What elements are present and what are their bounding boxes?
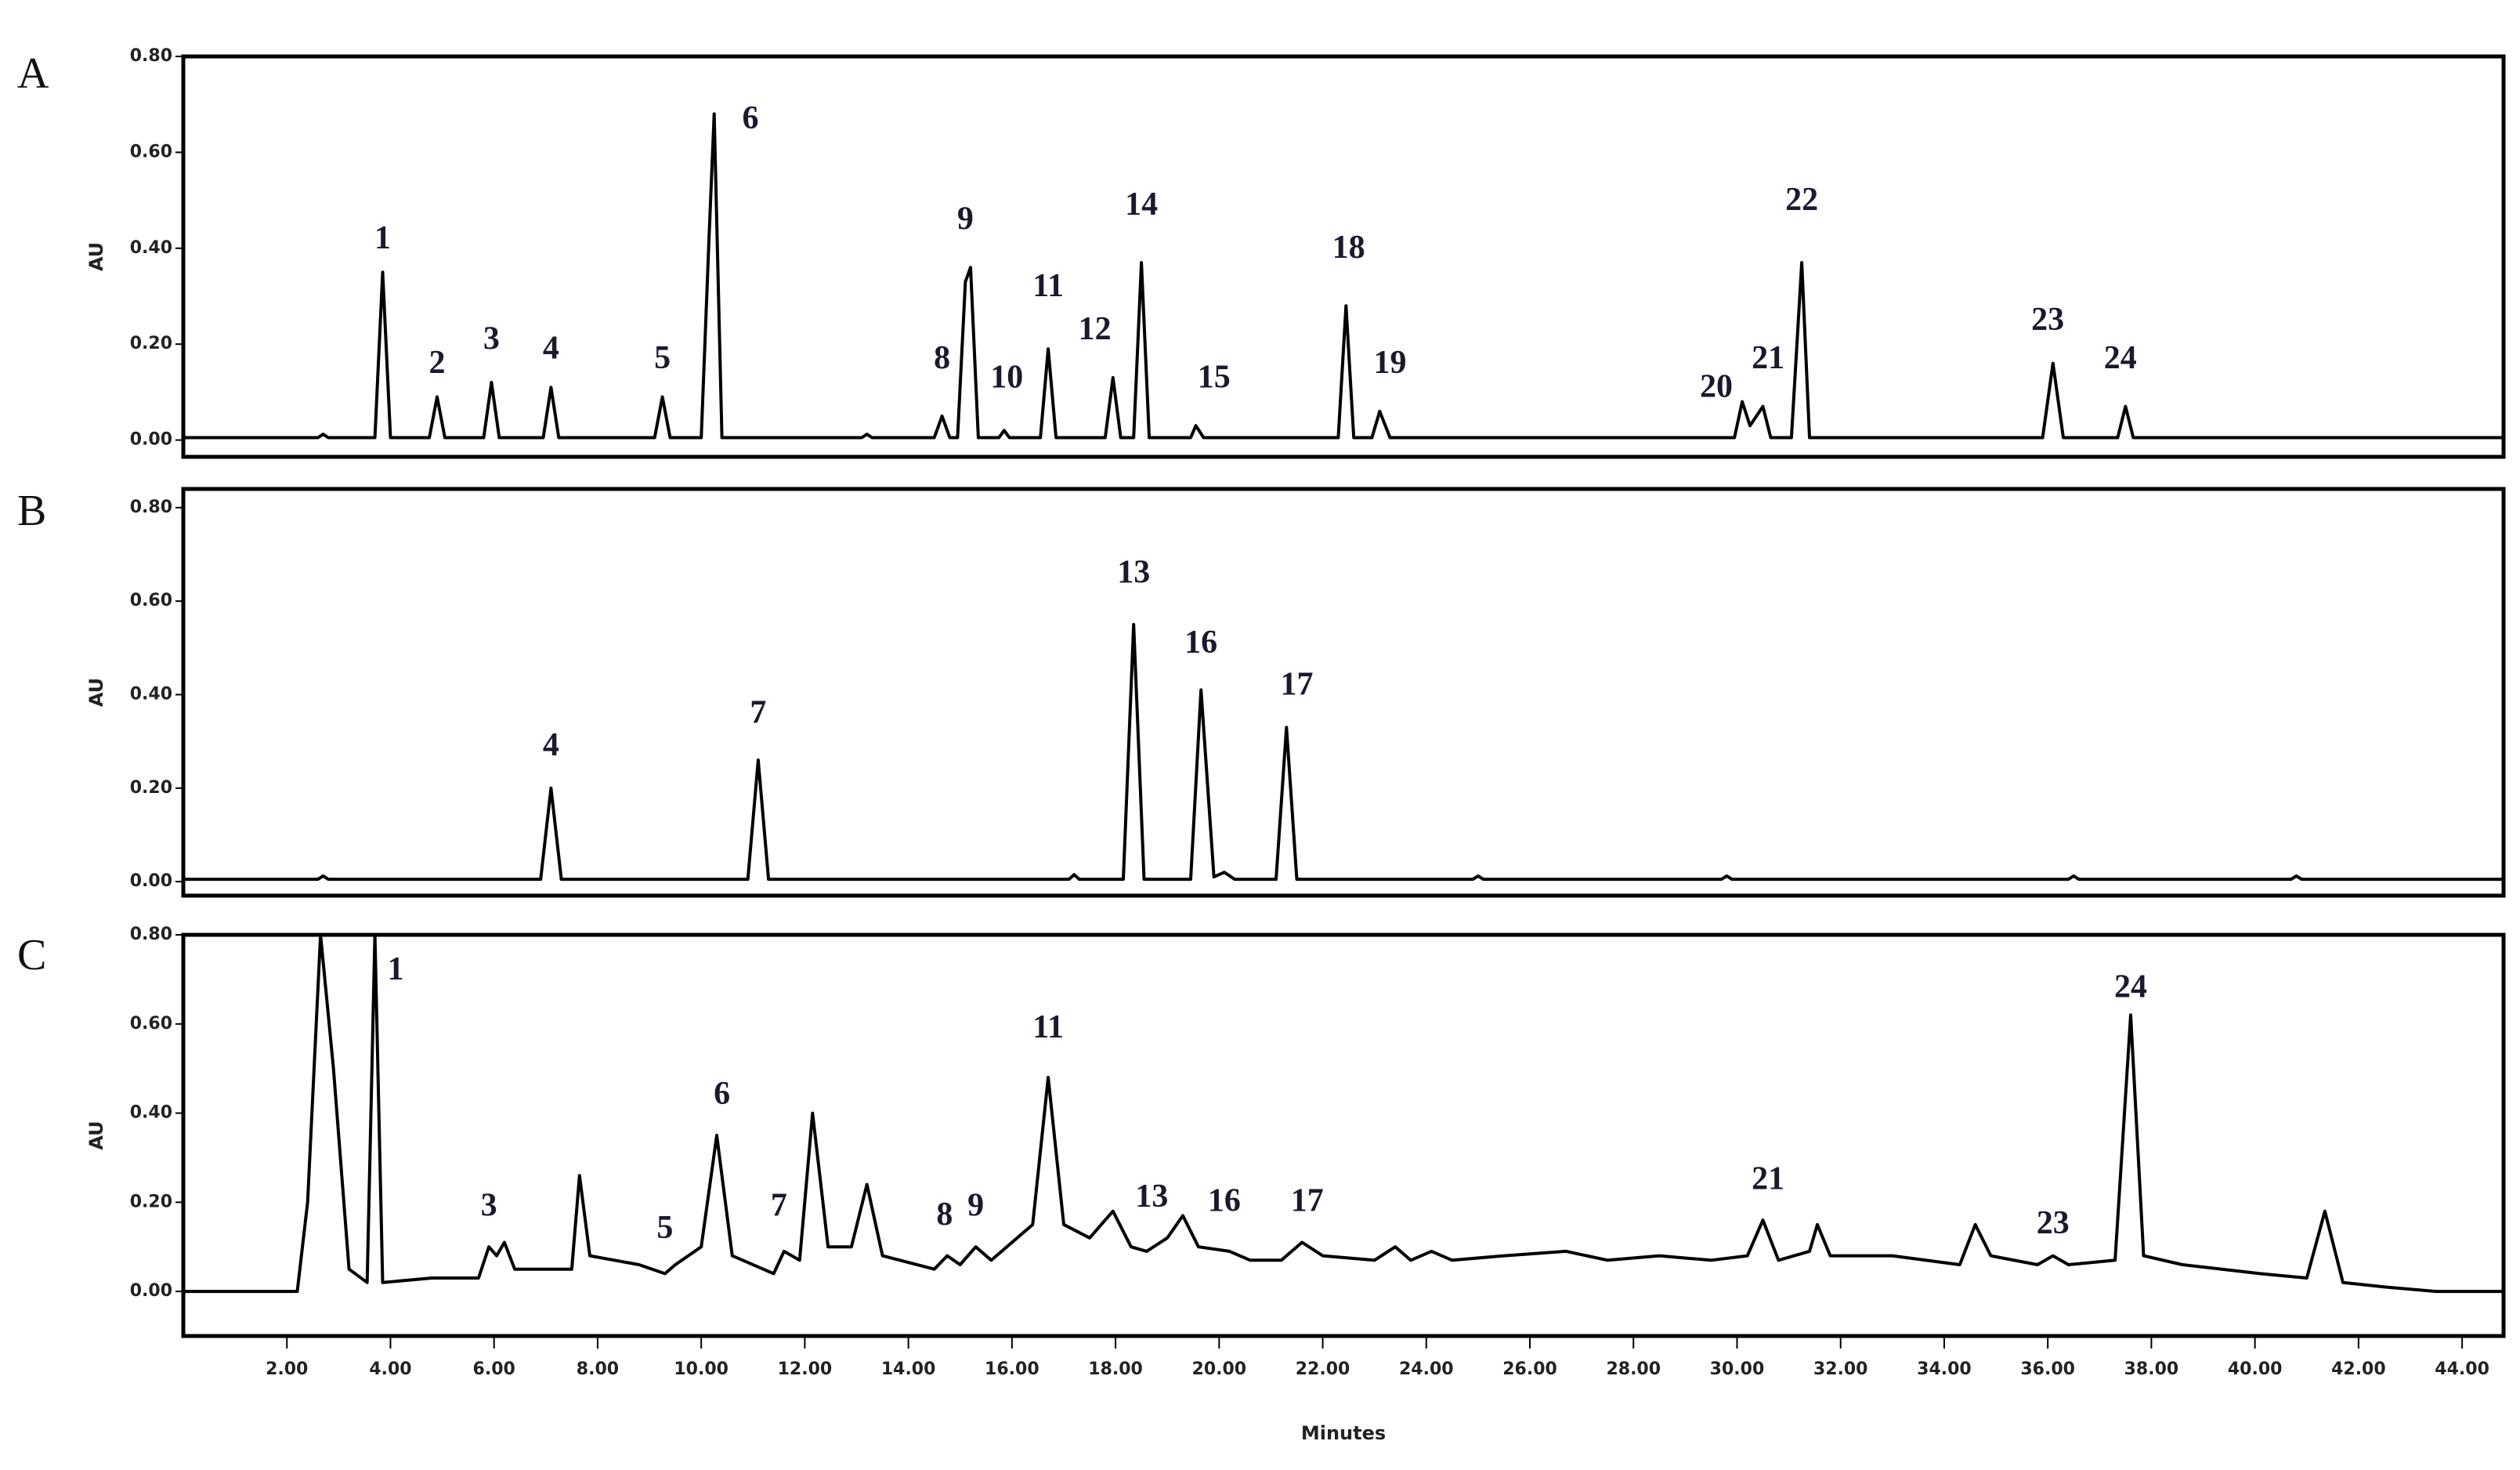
x-tick-label: 22.00 bbox=[1296, 1360, 1350, 1379]
x-tick-label: 10.00 bbox=[674, 1360, 729, 1379]
peak-label: 8 bbox=[936, 1197, 953, 1233]
x-tick-label: 44.00 bbox=[2435, 1360, 2489, 1379]
peak-label: 20 bbox=[1700, 369, 1733, 405]
y-tick-label: 0.00 bbox=[130, 430, 172, 450]
peak-label: 22 bbox=[1785, 182, 1818, 218]
x-tick-label: 40.00 bbox=[2228, 1360, 2283, 1379]
peak-label: 9 bbox=[957, 201, 974, 237]
x-tick-label: 20.00 bbox=[1192, 1360, 1247, 1379]
peak-label: 7 bbox=[771, 1187, 787, 1223]
y-tick-label: 0.80 bbox=[130, 498, 172, 517]
x-tick-label: 30.00 bbox=[1710, 1360, 1765, 1379]
y-tick-label: 0.80 bbox=[130, 925, 172, 944]
x-tick-label: 16.00 bbox=[985, 1360, 1039, 1379]
peak-label: 16 bbox=[1184, 625, 1217, 661]
peak-label: 21 bbox=[1752, 1160, 1784, 1197]
x-tick-label: 38.00 bbox=[2124, 1360, 2179, 1379]
x-axis-label: Minutes bbox=[1301, 1422, 1386, 1444]
peak-label: 2 bbox=[428, 345, 445, 381]
peak-label: 16 bbox=[1208, 1183, 1241, 1219]
plot-frame bbox=[181, 487, 2506, 898]
peak-label: 8 bbox=[934, 340, 950, 376]
peak-label: 24 bbox=[2104, 340, 2137, 376]
chromatogram-trace bbox=[183, 623, 2504, 882]
x-tick-label: 24.00 bbox=[1399, 1360, 1454, 1379]
peak-label: 4 bbox=[543, 331, 559, 367]
peak-label: 4 bbox=[543, 727, 559, 763]
peak-label: 5 bbox=[656, 1210, 673, 1246]
panel-label: B bbox=[17, 487, 46, 535]
peak-label: 21 bbox=[1752, 340, 1784, 376]
peak-label: 1 bbox=[388, 951, 404, 987]
peak-label: 6 bbox=[714, 1076, 730, 1112]
peak-label: 6 bbox=[742, 100, 758, 136]
x-tick-label: 2.00 bbox=[266, 1360, 308, 1379]
chromatogram-trace bbox=[183, 112, 2504, 440]
x-tick-label: 34.00 bbox=[1917, 1360, 1972, 1379]
y-tick-label: 0.60 bbox=[130, 1014, 172, 1034]
plot-frame bbox=[181, 54, 2506, 459]
x-tick-label: 4.00 bbox=[369, 1360, 411, 1379]
peak-label: 13 bbox=[1135, 1179, 1168, 1215]
peak-label: 5 bbox=[654, 340, 671, 376]
plot-frame bbox=[181, 932, 2506, 1338]
y-tick-label: 0.60 bbox=[130, 591, 172, 610]
peak-label: 1 bbox=[374, 220, 391, 256]
x-tick-label: 26.00 bbox=[1502, 1360, 1557, 1379]
y-tick-label: 0.40 bbox=[130, 684, 172, 704]
peak-label: 17 bbox=[1291, 1183, 1324, 1219]
peak-label: 11 bbox=[1032, 1009, 1064, 1045]
peak-label: 18 bbox=[1332, 230, 1365, 266]
peak-label: 11 bbox=[1032, 268, 1064, 304]
panel-label: C bbox=[17, 931, 46, 979]
y-axis-label: AU bbox=[85, 678, 107, 707]
peak-label: 12 bbox=[1079, 311, 1112, 347]
x-tick-label: 14.00 bbox=[881, 1360, 936, 1379]
panel-label: A bbox=[17, 49, 49, 98]
peak-label: 15 bbox=[1198, 359, 1231, 395]
peak-label: 13 bbox=[1117, 554, 1150, 590]
x-tick-label: 6.00 bbox=[473, 1360, 515, 1379]
x-tick-label: 12.00 bbox=[778, 1360, 833, 1379]
peak-label: 3 bbox=[483, 320, 500, 357]
y-tick-label: 0.40 bbox=[130, 1103, 172, 1123]
peak-label: 10 bbox=[990, 359, 1023, 395]
peak-label: 23 bbox=[2037, 1205, 2070, 1241]
x-tick-label: 42.00 bbox=[2331, 1360, 2386, 1379]
y-tick-label: 0.20 bbox=[130, 1192, 172, 1211]
y-tick-label: 0.40 bbox=[130, 238, 172, 258]
x-tick-label: 8.00 bbox=[577, 1360, 619, 1379]
peak-label: 17 bbox=[1280, 666, 1313, 702]
x-tick-label: 36.00 bbox=[2020, 1360, 2075, 1379]
y-tick-label: 0.20 bbox=[130, 334, 172, 353]
x-tick-label: 18.00 bbox=[1088, 1360, 1143, 1379]
x-tick-label: 32.00 bbox=[1813, 1360, 1868, 1379]
peak-label: 14 bbox=[1125, 186, 1158, 223]
y-tick-label: 0.60 bbox=[130, 142, 172, 161]
y-tick-label: 0.20 bbox=[130, 778, 172, 798]
y-tick-label: 0.00 bbox=[130, 1281, 172, 1301]
peak-label: 3 bbox=[481, 1187, 497, 1223]
chromatogram-trace bbox=[183, 935, 2504, 1294]
y-axis-label: AU bbox=[85, 242, 107, 271]
peak-label: 24 bbox=[2114, 969, 2147, 1005]
y-tick-label: 0.80 bbox=[130, 46, 172, 66]
peak-label: 7 bbox=[750, 694, 766, 730]
x-tick-label: 28.00 bbox=[1606, 1360, 1661, 1379]
peak-label: 19 bbox=[1374, 345, 1407, 381]
y-axis-label: AU bbox=[85, 1121, 107, 1150]
y-tick-label: 0.00 bbox=[130, 871, 172, 891]
peak-label: 23 bbox=[2031, 302, 2064, 338]
peak-label: 9 bbox=[967, 1187, 984, 1223]
